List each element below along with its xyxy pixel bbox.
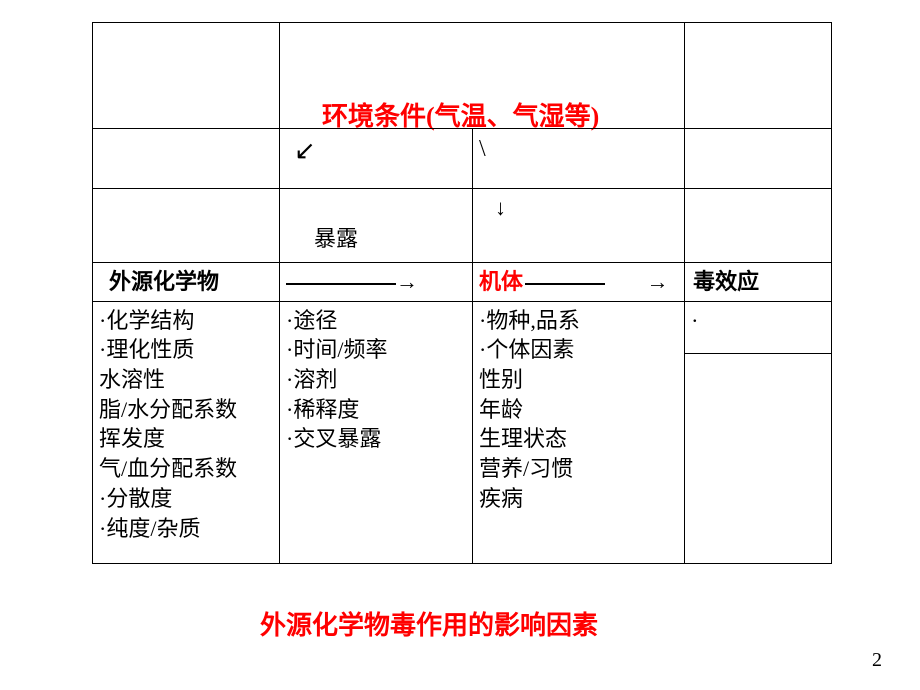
table-row-main-labels: 外源化学物 → 机体 → 毒效应 <box>93 263 832 302</box>
cell-empty <box>685 23 832 129</box>
table-row-exposure: 暴露 ↓ <box>93 189 832 263</box>
factors-table: ↙ \ 暴露 ↓ 外源化学物 → 机体 → 毒效应 ·化学结构 ·理化性质 <box>92 22 832 564</box>
page-number: 2 <box>872 649 882 672</box>
exposure-label: 暴露 <box>314 226 358 251</box>
cell-empty <box>93 23 280 129</box>
arrow-right-icon: → <box>647 269 669 294</box>
cell-arrow-down: ↓ <box>473 189 685 263</box>
cell-empty <box>685 129 832 189</box>
arrow-line-icon <box>286 283 396 285</box>
cell-empty <box>685 189 832 263</box>
cell-effect-dot: · <box>685 301 832 353</box>
arrow-down-left-icon: ↙ <box>294 136 316 165</box>
table-row-arrows-1: ↙ \ <box>93 129 832 189</box>
cell-chemical-factors: ·化学结构 ·理化性质 水溶性 脂/水分配系数 挥发度 气/血分配系数 ·分散度… <box>93 301 280 563</box>
cell-arrow-downleft: ↙ <box>280 129 473 189</box>
table-row-header-space <box>93 23 832 129</box>
arrow-line-icon <box>525 283 605 285</box>
cell-effect-label: 毒效应 <box>685 263 832 302</box>
cell-empty <box>685 353 832 563</box>
cell-arrow-backslash: \ <box>473 129 685 189</box>
chemical-label: 外源化学物 <box>109 269 219 294</box>
cell-exposure-factors: ·途径 ·时间/频率 ·溶剂 ·稀释度 ·交叉暴露 <box>280 301 473 563</box>
arrow-right-icon: → <box>396 269 418 294</box>
cell-empty <box>93 129 280 189</box>
cell-organism-label: 机体 → <box>473 263 685 302</box>
organism-label: 机体 <box>479 269 523 294</box>
backslash-icon: \ <box>479 136 486 162</box>
cell-organism-factors: ·物种,品系 ·个体因素 性别 年龄 生理状态 营养/习惯 疾病 <box>473 301 685 563</box>
table-row-detail-top: ·化学结构 ·理化性质 水溶性 脂/水分配系数 挥发度 气/血分配系数 ·分散度… <box>93 301 832 353</box>
cell-arrow-to-organism: → <box>280 263 473 302</box>
cell-chemical-label: 外源化学物 <box>93 263 280 302</box>
cell-exposure: 暴露 <box>280 189 473 263</box>
cell-empty <box>93 189 280 263</box>
effect-label: 毒效应 <box>693 269 759 294</box>
diagram-caption: 外源化学物毒作用的影响因素 <box>260 605 598 642</box>
cell-env-title-area <box>280 23 685 129</box>
arrow-down-icon: ↓ <box>495 195 506 220</box>
